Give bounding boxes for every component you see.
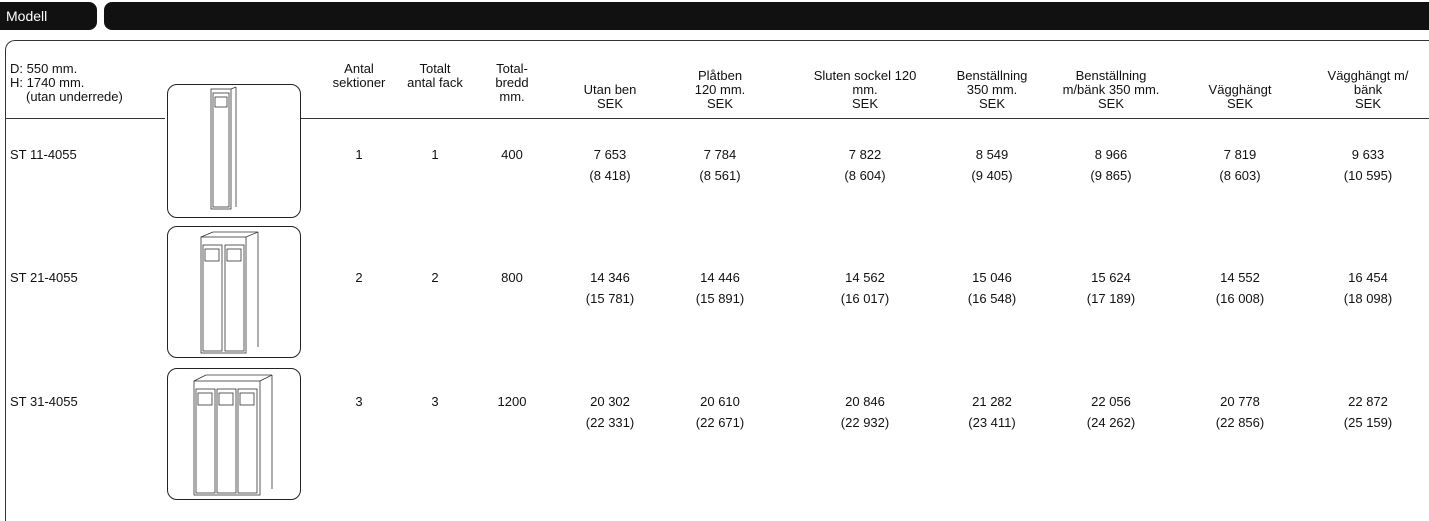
- model: ST 21-4055: [10, 270, 78, 285]
- locker-image: [167, 84, 301, 218]
- price-incl: (9 865): [1090, 168, 1132, 183]
- price-incl: (8 561): [699, 168, 741, 183]
- column-header: SEK: [1354, 96, 1382, 111]
- column-header: Benställning: [1075, 68, 1147, 83]
- price-incl: (16 548): [967, 291, 1017, 306]
- column-header: bänk: [1353, 82, 1383, 97]
- price-incl: (22 856): [1215, 415, 1265, 430]
- price-incl: (24 262): [1086, 415, 1136, 430]
- column-header: SEK: [1226, 96, 1254, 111]
- cell: 2: [355, 270, 363, 285]
- price-incl: (23 411): [968, 415, 1016, 430]
- locker-image: [167, 368, 301, 500]
- cell: 2: [431, 270, 439, 285]
- cell: 800: [501, 270, 523, 285]
- price: 16 454: [1348, 270, 1388, 285]
- model: ST 11-4055: [10, 147, 77, 162]
- column-header: Total-: [496, 61, 528, 76]
- cell: 3: [355, 394, 363, 409]
- price-incl: (16 017): [840, 291, 890, 306]
- column-header: SEK: [706, 96, 734, 111]
- column-header: Antal: [344, 61, 374, 76]
- price-incl: (18 098): [1343, 291, 1393, 306]
- column-header: Vägghängt m/: [1327, 68, 1409, 83]
- cell: 1: [431, 147, 439, 162]
- column-header: Utan ben: [583, 82, 637, 97]
- price-incl: (16 008): [1215, 291, 1265, 306]
- price-incl: (22 671): [695, 415, 745, 430]
- price: 7 819: [1223, 147, 1257, 162]
- column-header: antal fack: [407, 75, 463, 90]
- price-incl: (25 159): [1343, 415, 1393, 430]
- price: 21 282: [972, 394, 1012, 409]
- cell: 1200: [497, 394, 527, 409]
- price: 20 302: [590, 394, 630, 409]
- price: 20 610: [700, 394, 740, 409]
- price: 14 346: [590, 270, 630, 285]
- column-header: m/bänk 350 mm.: [1062, 82, 1160, 97]
- price: 20 778: [1220, 394, 1260, 409]
- panel: [5, 40, 1429, 521]
- rule: [300, 118, 1429, 119]
- price: 9 633: [1351, 147, 1385, 162]
- dimension: (utan underrede): [26, 89, 123, 104]
- price: 22 056: [1091, 394, 1131, 409]
- price-incl: (10 595): [1343, 168, 1393, 183]
- column-header: Totalt: [419, 61, 451, 76]
- column-header: Benställning: [956, 68, 1028, 83]
- cell: 1: [355, 147, 363, 162]
- price-incl: (8 603): [1219, 168, 1261, 183]
- column-header: SEK: [596, 96, 624, 111]
- column-header: Vägghängt: [1208, 82, 1272, 97]
- price-incl: (9 405): [971, 168, 1013, 183]
- rule: [5, 118, 165, 119]
- price: 14 562: [845, 270, 885, 285]
- price: 15 624: [1091, 270, 1131, 285]
- price: 7 653: [593, 147, 627, 162]
- cell: 400: [501, 147, 523, 162]
- price: 14 552: [1220, 270, 1260, 285]
- column-header: Sluten sockel 120: [813, 68, 917, 83]
- column-header: Plåtben: [697, 68, 743, 83]
- column-header: SEK: [1097, 96, 1125, 111]
- price-incl: (22 331): [585, 415, 635, 430]
- model: ST 31-4055: [10, 394, 78, 409]
- column-header: mm.: [499, 89, 525, 104]
- column-header: 350 mm.: [966, 82, 1018, 97]
- dimension: H: 1740 mm.: [10, 75, 85, 90]
- column-header: SEK: [851, 96, 879, 111]
- price-incl: (17 189): [1086, 291, 1136, 306]
- price: 14 446: [700, 270, 740, 285]
- price-incl: (22 932): [840, 415, 890, 430]
- column-header: SEK: [978, 96, 1006, 111]
- column-header: mm.: [852, 82, 878, 97]
- price: 15 046: [972, 270, 1012, 285]
- price-incl: (15 891): [695, 291, 745, 306]
- price-incl: (8 604): [844, 168, 886, 183]
- column-header: 120 mm.: [694, 82, 746, 97]
- locker-image: [167, 226, 301, 358]
- price: 8 966: [1094, 147, 1128, 162]
- header-bar: [104, 2, 1429, 30]
- tab: Modell: [0, 2, 97, 30]
- price: 22 872: [1348, 394, 1388, 409]
- column-header: bredd: [495, 75, 529, 90]
- price: 7 784: [703, 147, 737, 162]
- price: 8 549: [975, 147, 1009, 162]
- price-incl: (8 418): [589, 168, 631, 183]
- cell: 3: [431, 394, 439, 409]
- price: 20 846: [845, 394, 885, 409]
- column-header: sektioner: [332, 75, 386, 90]
- price: 7 822: [848, 147, 882, 162]
- price-incl: (15 781): [585, 291, 635, 306]
- dimension: D: 550 mm.: [10, 61, 78, 76]
